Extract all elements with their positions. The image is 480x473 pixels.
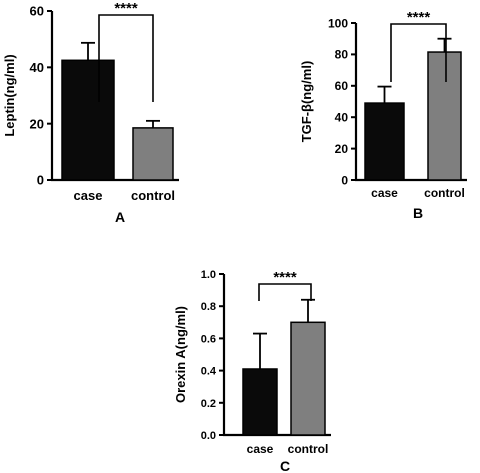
significance-stars: **** [273, 269, 297, 286]
panel-label: B [413, 205, 423, 221]
y-tick-label: 0.8 [201, 301, 216, 313]
y-tick-label: 20 [30, 116, 44, 131]
y-axis-label: Orexin A(ng/ml) [173, 306, 188, 403]
x-tick-label: control [288, 442, 329, 456]
y-tick-label: 0.4 [201, 366, 217, 378]
significance-stars: **** [407, 9, 431, 26]
chart-b-tgf-beta: 0 20 40 60 80 100 TGF-β(ng/ml) case control **** B [299, 9, 467, 221]
y-tick-label: 0 [37, 173, 44, 188]
x-tick-label: case [247, 442, 274, 456]
y-tick-label: 60 [335, 79, 349, 93]
y-tick-label: 100 [328, 16, 348, 30]
panel-label: A [115, 209, 125, 225]
y-axis-label: TGF-β(ng/ml) [299, 61, 314, 143]
panel-label: C [280, 458, 290, 473]
significance-bracket [390, 23, 447, 82]
chart-c-orexin-a: 0.0 0.2 0.4 0.6 0.8 1.0 Orexin A(ng/ml) case con… [173, 269, 331, 473]
significance-stars: **** [114, 0, 138, 17]
y-tick-label: 0.6 [201, 333, 216, 345]
bar-control [290, 321, 326, 436]
y-tick-label: 80 [335, 48, 349, 62]
y-tick-label: 0.2 [201, 398, 216, 410]
y-axis-label: Leptin(ng/ml) [2, 54, 17, 136]
x-tick-label: control [424, 186, 465, 200]
y-tick-label: 0.0 [201, 430, 216, 442]
chart-a-leptin: 0 20 40 60 Leptin(ng/ml) case control **** A [2, 0, 179, 225]
bar-case [61, 59, 115, 181]
bar-case [364, 102, 405, 181]
y-tick-label: 60 [30, 4, 44, 19]
significance-bracket [258, 283, 312, 301]
y-tick-label: 40 [30, 60, 44, 75]
y-tick-label: 0 [341, 173, 348, 187]
y-tick-label: 20 [335, 142, 349, 156]
y-tick-label: 1.0 [201, 269, 216, 281]
significance-bracket [98, 14, 154, 102]
bar-control [132, 127, 174, 181]
bar-case [242, 368, 278, 436]
x-tick-label: control [131, 188, 175, 203]
x-tick-label: case [371, 186, 398, 200]
y-tick-label: 40 [335, 111, 349, 125]
bar-control [427, 51, 462, 181]
x-tick-label: case [74, 188, 103, 203]
